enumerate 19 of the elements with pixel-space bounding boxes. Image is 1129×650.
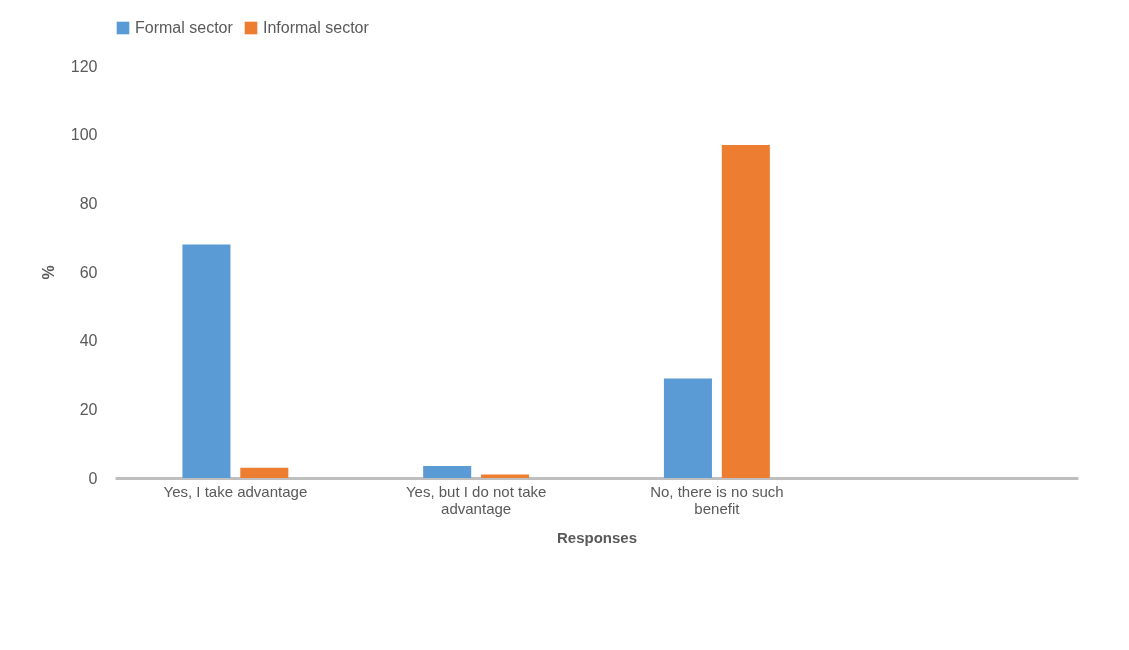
x-axis-title: Responses xyxy=(556,528,638,546)
y-tick-label: 100 xyxy=(70,126,98,144)
y-tick-label: 120 xyxy=(70,57,98,75)
x-tick-label: No, there is no such benefit xyxy=(650,482,784,517)
legend-label: Formal sector xyxy=(135,19,234,36)
bar xyxy=(721,144,770,478)
x-tick-label: Yes, but I do not take advantage xyxy=(405,482,547,517)
y-tick-label: 0 xyxy=(88,469,98,487)
y-tick-label: 40 xyxy=(79,332,98,350)
y-axis-title: % xyxy=(39,265,57,280)
bar xyxy=(240,467,289,478)
y-tick-label: 80 xyxy=(79,194,98,212)
bar xyxy=(182,244,231,478)
x-tick-label: Yes, I take advantage xyxy=(163,482,308,500)
bar xyxy=(423,465,472,478)
y-tick-label: 60 xyxy=(79,263,98,281)
bar xyxy=(663,378,712,478)
legend-label: Informal sector xyxy=(263,19,370,36)
y-tick-label: 20 xyxy=(79,400,98,418)
